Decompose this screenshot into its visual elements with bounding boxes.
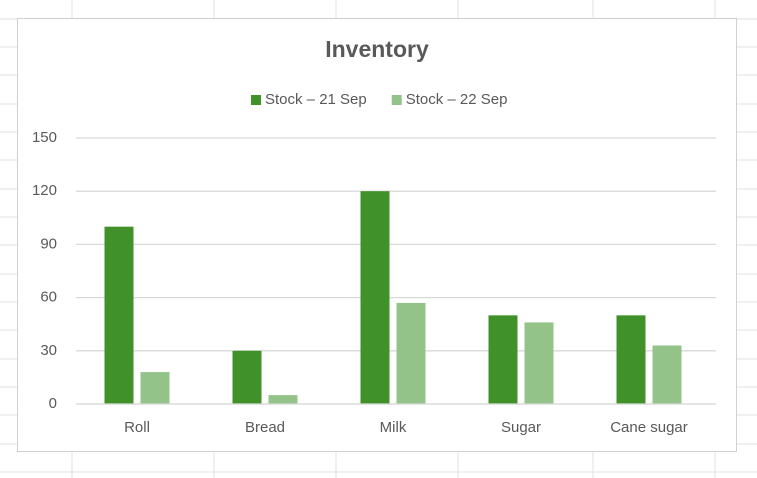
bar	[268, 395, 298, 404]
x-tick-label: Bread	[245, 419, 285, 436]
y-tick-label: 0	[49, 395, 57, 412]
legend-swatch	[251, 95, 261, 105]
bar	[396, 302, 426, 404]
y-tick-label: 60	[40, 289, 57, 306]
bar	[104, 226, 134, 404]
legend-label: Stock – 21 Sep	[265, 91, 367, 108]
bar	[652, 345, 682, 404]
bar	[616, 315, 646, 404]
bar	[524, 322, 554, 404]
x-tick-label: Milk	[380, 419, 407, 436]
legend-swatch	[391, 95, 402, 105]
y-tick-label: 150	[32, 129, 57, 146]
legend-label: Stock – 22 Sep	[406, 91, 508, 108]
x-tick-label: Roll	[124, 419, 150, 436]
bar	[232, 350, 262, 404]
bar	[360, 191, 390, 404]
y-tick-label: 120	[32, 182, 57, 199]
x-tick-label: Cane sugar	[610, 419, 688, 436]
y-tick-label: 30	[40, 342, 57, 359]
chart-title: Inventory	[325, 36, 429, 62]
bar	[488, 315, 518, 404]
y-tick-label: 90	[40, 235, 57, 252]
bar	[140, 372, 170, 404]
x-tick-label: Sugar	[501, 419, 541, 436]
